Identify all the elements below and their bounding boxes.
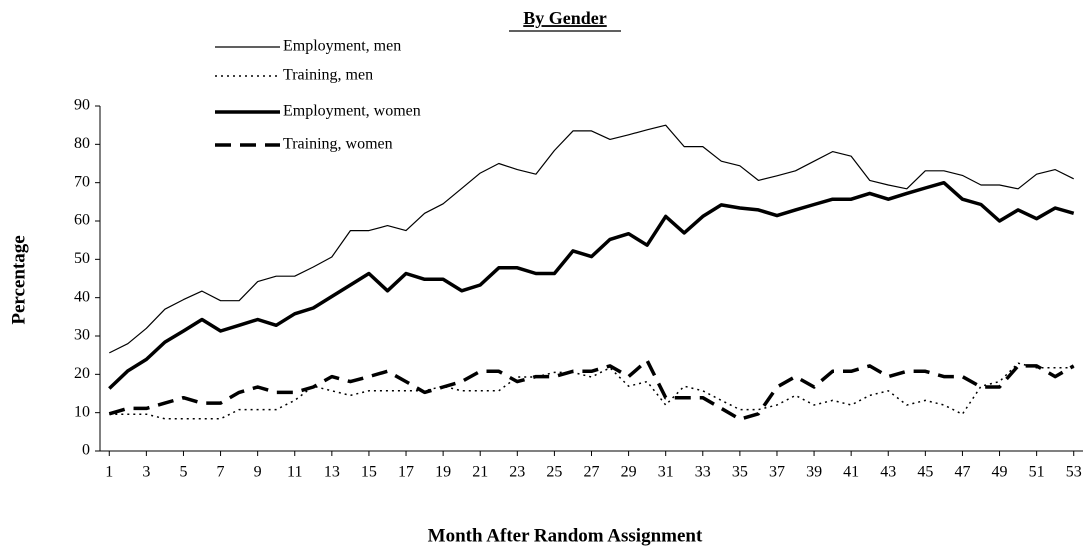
x-tick-label: 33 [695, 464, 711, 481]
x-tick-label: 29 [621, 464, 637, 481]
y-tick-label: 0 [82, 442, 90, 459]
x-tick-label: 5 [179, 464, 187, 481]
x-tick-label: 19 [435, 464, 451, 481]
y-axis-label: Percentage [8, 235, 29, 324]
x-tick-label: 13 [324, 464, 340, 481]
x-tick-label: 15 [361, 464, 377, 481]
series-line [109, 124, 1074, 354]
y-tick-label: 40 [74, 288, 90, 305]
x-tick-label: 53 [1066, 464, 1082, 481]
x-tick-label: 43 [880, 464, 896, 481]
x-tick-label: 21 [472, 464, 488, 481]
x-tick-label: 31 [658, 464, 674, 481]
x-tick-label: 9 [254, 464, 262, 481]
y-tick-label: 80 [74, 135, 90, 152]
x-tick-label: 1 [105, 464, 113, 481]
y-tick-label: 20 [74, 365, 90, 382]
x-tick-label: 39 [806, 464, 822, 481]
x-tick-label: 27 [584, 464, 600, 481]
legend-label: Training, women [283, 136, 393, 153]
x-tick-label: 51 [1029, 464, 1045, 481]
y-tick-label: 70 [74, 173, 90, 190]
x-tick-label: 37 [769, 464, 785, 481]
y-tick-label: 50 [74, 250, 90, 267]
series-line [108, 180, 1075, 390]
x-tick-label: 23 [509, 464, 525, 481]
x-tick-label: 45 [917, 464, 933, 481]
y-tick-label: 10 [74, 403, 90, 420]
x-tick-label: 7 [217, 464, 225, 481]
x-tick-label: 25 [546, 464, 562, 481]
y-tick-label: 90 [74, 97, 90, 114]
y-tick-label: 60 [74, 212, 90, 229]
legend-label: Training, men [283, 67, 373, 84]
legend-label: Employment, women [283, 103, 421, 120]
x-tick-label: 35 [732, 464, 748, 481]
x-tick-label: 47 [954, 464, 970, 481]
x-tick-label: 41 [843, 464, 859, 481]
x-tick-label: 49 [992, 464, 1008, 481]
y-tick-label: 30 [74, 327, 90, 344]
chart-title: By Gender [523, 8, 607, 28]
x-tick-label: 11 [287, 464, 302, 481]
legend-label: Employment, men [283, 38, 401, 55]
x-axis-label: Month After Random Assignment [428, 525, 703, 546]
series-line [109, 362, 1074, 420]
x-tick-label: 3 [142, 464, 150, 481]
x-tick-label: 17 [398, 464, 414, 481]
series-line [108, 358, 1075, 421]
